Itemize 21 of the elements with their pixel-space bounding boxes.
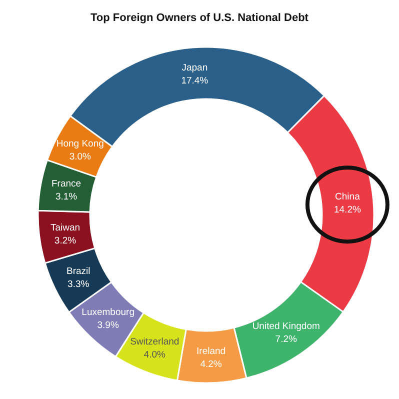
slice-label: Ireland — [196, 346, 226, 357]
data-label: 4.0% — [144, 349, 166, 360]
slice-label: China — [335, 192, 361, 203]
data-label: 3.0% — [69, 151, 92, 162]
slice-label: Hong Kong — [56, 138, 104, 150]
slice-label: France — [52, 178, 82, 190]
slice-label: Luxembourg — [82, 306, 134, 318]
slice-label: Taiwan — [50, 222, 80, 234]
data-label: 3.1% — [55, 192, 78, 203]
data-label: 7.2% — [275, 334, 298, 346]
data-label: 17.4% — [181, 75, 209, 86]
slice-label: Switzerland — [130, 336, 180, 348]
data-label: 3.9% — [97, 320, 120, 331]
slice-label: United Kingdom — [252, 321, 320, 332]
chart-title: Top Foreign Owners of U.S. National Debt — [90, 12, 309, 24]
data-label: 3.2% — [54, 236, 77, 247]
slice-label: Japan — [182, 62, 208, 74]
data-label: 14.2% — [334, 204, 362, 216]
data-label: 4.2% — [200, 358, 222, 370]
data-label: 3.3% — [68, 279, 90, 290]
slice-label: Brazil — [66, 266, 90, 278]
